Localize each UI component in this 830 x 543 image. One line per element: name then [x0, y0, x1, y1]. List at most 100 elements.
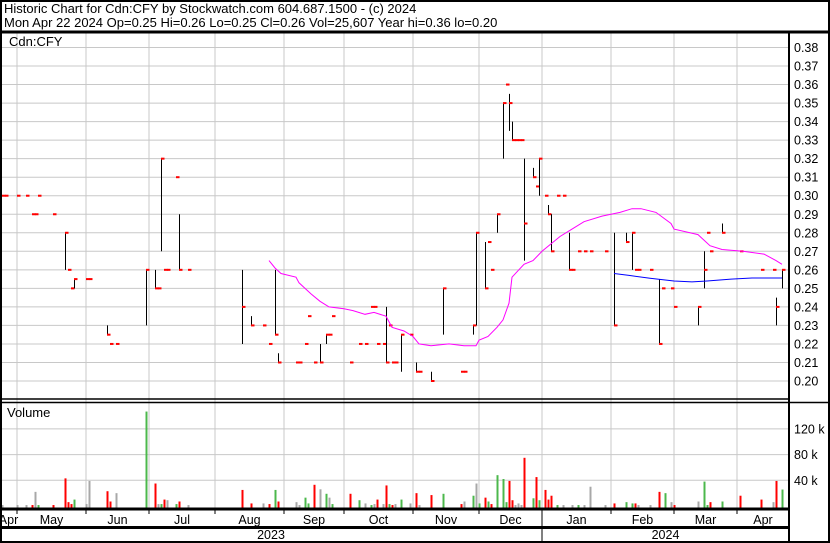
volume-bar-down — [673, 505, 676, 509]
volume-bar-down — [739, 495, 742, 509]
volume-bar-down — [550, 495, 553, 509]
close-tick — [674, 305, 678, 308]
price-tick-label: 0.36 — [794, 78, 818, 92]
volume-bar-flat — [115, 493, 118, 509]
month-label: Sep — [303, 513, 325, 527]
month-label: Aug — [238, 513, 260, 527]
moving-average-line-blue — [613, 273, 782, 283]
close-tick — [242, 305, 246, 308]
close-tick — [485, 287, 489, 290]
volume-bar-down — [523, 457, 526, 509]
close-tick — [371, 305, 375, 308]
close-tick — [650, 268, 654, 271]
volume-bar-up — [706, 505, 709, 509]
volume-bar-down — [163, 499, 166, 509]
close-tick — [704, 268, 708, 271]
close-tick — [5, 194, 9, 197]
volume-bar-flat — [604, 505, 607, 509]
close-tick — [476, 231, 480, 234]
volume-bar-up — [274, 489, 277, 509]
close-tick — [533, 176, 537, 179]
volume-bar-up — [487, 501, 490, 509]
volume-bar-flat — [583, 505, 586, 509]
volume-bar-down — [376, 499, 379, 509]
volume-bar-up — [388, 504, 391, 509]
close-tick — [146, 268, 150, 271]
price-tick-label: 0.24 — [794, 300, 818, 314]
close-tick — [551, 250, 555, 253]
symbol-label: Cdn:CFY — [9, 34, 63, 49]
close-tick — [401, 333, 405, 336]
close-tick — [416, 370, 420, 373]
price-tick-label: 0.25 — [794, 282, 818, 296]
close-tick — [395, 361, 399, 364]
price-tick-label: 0.26 — [794, 263, 818, 277]
volume-bar-flat — [373, 504, 376, 509]
close-tick — [374, 305, 378, 308]
volume-tick-label: 80 k — [794, 448, 818, 462]
volume-bar-down — [154, 483, 157, 509]
volume-bar-down — [67, 502, 70, 509]
volume-bar-up — [577, 505, 580, 509]
volume-bar-flat — [514, 505, 517, 509]
close-tick — [107, 333, 111, 336]
close-tick — [503, 102, 507, 105]
volume-bar-flat — [328, 497, 331, 509]
volume-bar-down — [709, 502, 712, 509]
volume-bar-up — [145, 411, 148, 509]
price-tick-label: 0.38 — [794, 41, 818, 55]
volume-bar-down — [547, 499, 550, 509]
close-tick — [671, 287, 675, 290]
volume-bar-down — [484, 497, 487, 509]
close-tick — [539, 157, 543, 160]
close-tick — [773, 268, 777, 271]
volume-bar-down — [31, 505, 34, 509]
volume-tick-label: 40 k — [794, 474, 818, 488]
close-tick — [461, 370, 465, 373]
volume-bar-down — [241, 489, 244, 509]
month-label: Mar — [695, 513, 717, 527]
volume-bar-flat — [88, 480, 91, 509]
volume-bar-flat — [364, 503, 367, 509]
close-tick — [569, 268, 573, 271]
price-tick-label: 0.20 — [794, 375, 818, 389]
volume-bar-up — [502, 479, 505, 509]
close-tick — [251, 324, 255, 327]
month-label: Oct — [369, 513, 389, 527]
month-label: Jun — [107, 513, 127, 527]
close-tick — [635, 268, 639, 271]
close-tick — [557, 194, 561, 197]
volume-bar-down — [70, 504, 73, 509]
volume-bar-flat — [319, 489, 322, 509]
volume-bar-down — [415, 493, 418, 509]
close-tick — [383, 342, 387, 345]
close-tick — [377, 342, 381, 345]
volume-bar-up — [160, 504, 163, 509]
close-tick — [116, 342, 120, 345]
close-tick — [578, 250, 582, 253]
close-tick — [488, 241, 492, 244]
close-tick — [320, 361, 324, 364]
close-tick — [386, 361, 390, 364]
close-tick — [188, 268, 192, 271]
volume-bar-up — [358, 500, 361, 509]
volume-bar-flat — [1, 505, 4, 509]
month-label: Nov — [435, 513, 458, 527]
volume-bar-up — [370, 505, 373, 509]
volume-bar-flat — [463, 501, 466, 509]
volume-bar-flat — [562, 505, 565, 509]
volume-bar-down — [460, 504, 463, 509]
close-tick — [659, 342, 663, 345]
volume-bar-flat — [295, 502, 298, 509]
volume-bar-flat — [157, 504, 160, 509]
volume-bar-flat — [772, 502, 775, 509]
close-tick — [431, 380, 435, 382]
close-tick — [710, 250, 714, 253]
close-tick — [521, 139, 525, 142]
volume-bar-flat — [25, 505, 28, 509]
volume-bar-down — [511, 500, 514, 509]
volume-bar-flat — [34, 491, 37, 509]
moving-averages — [268, 208, 783, 347]
close-tick — [518, 139, 522, 142]
